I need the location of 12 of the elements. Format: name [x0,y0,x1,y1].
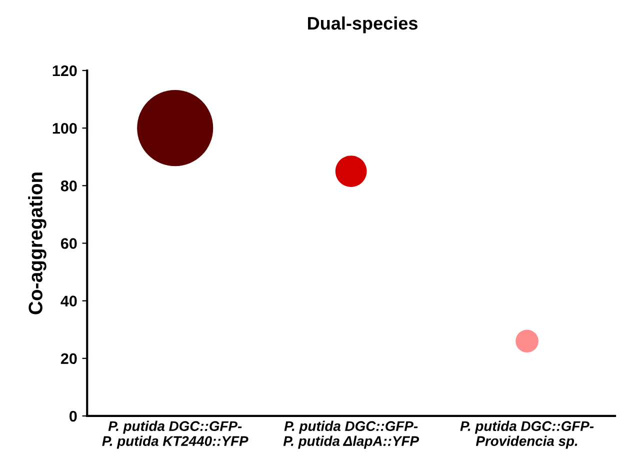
chart-title: Dual-species [308,16,418,34]
y-tick-label: 120 [52,65,77,76]
y-tick-label: 60 [60,238,77,249]
y-tick-label: 20 [60,353,77,364]
y-tick-label: 40 [60,296,77,306]
y-tick-label: 80 [60,180,77,192]
y-axis-title: Co-aggregation [28,172,46,314]
y-tick-label: 0 [70,410,77,422]
x-tick-label: P. putida DGC::GFP- P. putida ΔlapA::YFP [283,420,420,449]
y-tick-label: 100 [52,122,77,134]
x-tick-label: P. putida DGC::GFP- Providencia sp. [460,420,594,449]
x-tick-label: P. putida DGC::GFP- P. putida KT2440::YFP [102,420,248,449]
